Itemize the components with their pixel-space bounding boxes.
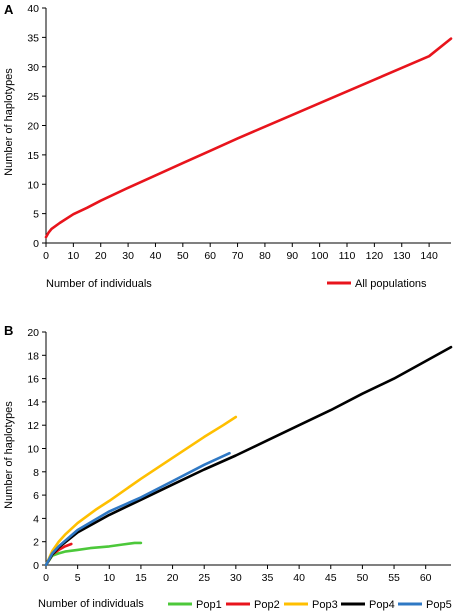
panel-a-legend: All populations bbox=[327, 278, 427, 290]
panel-a-y-tick-label: 15 bbox=[27, 150, 39, 162]
panel-b-legend-label: Pop5 bbox=[426, 599, 452, 611]
panel-b-x-tick-label: 50 bbox=[357, 572, 369, 584]
panel-a-x-tick-label: 60 bbox=[204, 250, 216, 262]
panel-b-y-axis-label: Number of haplotypes bbox=[3, 401, 15, 509]
panel-b-x-tick-label: 0 bbox=[43, 572, 49, 584]
panel-a-x-tick-label: 100 bbox=[311, 250, 329, 262]
panel-b-series-pop4-line bbox=[44, 345, 453, 567]
panel-b-x-tick-label: 45 bbox=[325, 572, 337, 584]
panel-a-x-tick-label: 90 bbox=[286, 250, 298, 262]
panel-b-x-tick-label: 60 bbox=[420, 572, 432, 584]
panel-b-y-tick-label: 0 bbox=[33, 560, 39, 572]
panel-a-y-tick-label: 35 bbox=[27, 32, 39, 44]
panel-b-y-tick-label: 4 bbox=[33, 513, 39, 525]
panel-a-y-tick-label: 10 bbox=[27, 179, 39, 191]
panel-a-x-tick-label: 140 bbox=[420, 250, 438, 262]
panel-b-x-tick-label: 5 bbox=[75, 572, 81, 584]
panel-a-x-tick-label: 70 bbox=[232, 250, 244, 262]
panel-a-x-tick-label: 110 bbox=[339, 250, 356, 262]
panel-b-y-tick-label: 6 bbox=[33, 490, 39, 502]
panel-a-x-tick-label: 130 bbox=[393, 250, 411, 262]
panel-b-x-tick-label: 10 bbox=[103, 572, 115, 584]
panel-b-y-tick-label: 2 bbox=[33, 537, 39, 549]
panel-a-letter: A bbox=[4, 2, 14, 17]
panel-a-y-tick-label: 20 bbox=[27, 121, 39, 133]
panel-b-x-axis-label: Number of individuals bbox=[38, 598, 144, 610]
panel-a: A Number of haplotypes Number of individ… bbox=[3, 2, 453, 290]
panel-b-x-tick-label: 40 bbox=[293, 572, 305, 584]
panel-a-x-tick-label: 0 bbox=[43, 250, 49, 262]
panel-b-legend-label: Pop4 bbox=[369, 599, 395, 611]
panel-b-y-tick-label: 16 bbox=[27, 374, 39, 386]
panel-a-y-tick-label: 40 bbox=[27, 3, 39, 15]
panel-a-legend-label: All populations bbox=[355, 278, 427, 290]
panel-b-series-pop5-line bbox=[44, 451, 231, 567]
panel-b-x-tick-label: 55 bbox=[388, 572, 400, 584]
panel-a-y-tick-label: 30 bbox=[27, 62, 39, 74]
panel-b-x-tick-label: 35 bbox=[262, 572, 274, 584]
panel-b-x-tick-label: 30 bbox=[230, 572, 242, 584]
panel-a-series-all-populations-line bbox=[44, 37, 453, 239]
panel-b-y-tick-label: 10 bbox=[27, 444, 39, 456]
panel-a-y-tick-label: 5 bbox=[33, 209, 39, 221]
panel-b-axes: 0 2 4 6 8 10 12 14 16 18 20 0 5 10 15 20 25 30 35 40 45 50 55 6… bbox=[27, 327, 451, 584]
panel-a-x-tick-label: 120 bbox=[366, 250, 384, 262]
panel-a-x-tick-label: 20 bbox=[95, 250, 107, 262]
panel-b-y-tick-label: 12 bbox=[27, 420, 39, 432]
panel-b-legend: Pop1 Pop2 Pop3 Pop4 Pop5 bbox=[168, 599, 452, 611]
panel-a-x-tick-label: 10 bbox=[68, 250, 80, 262]
panel-b-series-pop1-line bbox=[44, 541, 143, 567]
panel-a-x-tick-label: 40 bbox=[150, 250, 162, 262]
panel-b-x-tick-label: 25 bbox=[198, 572, 210, 584]
panel-b-x-tick-label: 15 bbox=[135, 572, 147, 584]
panel-a-y-axis-label: Number of haplotypes bbox=[3, 68, 15, 176]
panel-b-letter: B bbox=[4, 323, 13, 338]
panel-a-x-tick-label: 50 bbox=[177, 250, 189, 262]
panel-b-series-pop3-line bbox=[44, 415, 238, 567]
panel-b-legend-label: Pop2 bbox=[254, 599, 280, 611]
panel-a-y-tick-label: 25 bbox=[27, 91, 39, 103]
panel-b-legend-label: Pop3 bbox=[312, 599, 338, 611]
panel-b: B Number of haplotypes Number of individ… bbox=[3, 323, 453, 611]
panel-b-y-tick-label: 18 bbox=[27, 350, 39, 362]
panel-b-y-tick-label: 8 bbox=[33, 467, 39, 479]
panel-a-series bbox=[44, 37, 453, 239]
panel-a-axes: 0 5 10 15 20 25 30 35 40 0 10 20 30 40 50 60 70 80 90 100 11… bbox=[27, 3, 451, 262]
panel-b-series bbox=[44, 345, 453, 567]
panel-b-y-tick-label: 20 bbox=[27, 327, 39, 339]
panel-b-legend-label: Pop1 bbox=[196, 599, 222, 611]
panel-b-y-tick-label: 14 bbox=[27, 397, 39, 409]
panel-a-x-axis-label: Number of individuals bbox=[46, 278, 152, 290]
panel-a-x-tick-label: 30 bbox=[122, 250, 134, 262]
panel-b-x-tick-label: 20 bbox=[167, 572, 179, 584]
panel-a-y-tick-label: 0 bbox=[33, 238, 39, 250]
panel-a-x-tick-label: 80 bbox=[259, 250, 271, 262]
